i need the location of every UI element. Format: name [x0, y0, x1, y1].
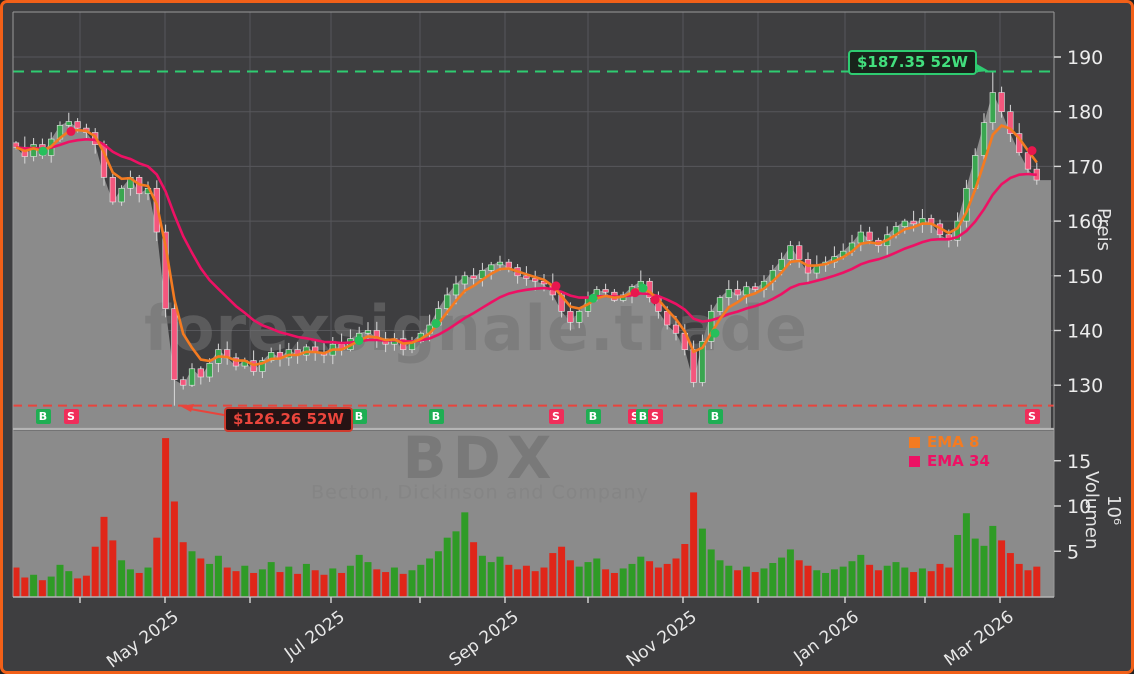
symbol-watermark: BDX: [402, 424, 557, 492]
volume-tick-label: 5: [1067, 541, 1079, 563]
price-tick-label: 160: [1067, 211, 1103, 233]
high-arrow: [945, 61, 982, 70]
price-tick-label: 190: [1067, 47, 1103, 69]
low-arrow: [189, 408, 225, 416]
ema34-line: [15, 137, 1037, 345]
volume-tick-label: 15: [1067, 451, 1091, 473]
volume-tick-label: 10: [1067, 496, 1091, 518]
price-tick-label: 130: [1067, 375, 1103, 397]
price-tick-label: 170: [1067, 156, 1103, 178]
company-watermark: Becton, Dickinson and Company: [311, 482, 649, 504]
ema8-line: [15, 123, 1038, 367]
volume-series: [12, 438, 1041, 597]
close-area-fill: [13, 92, 1051, 428]
price-tick-label: 180: [1067, 102, 1103, 124]
ema-cross-dots: [38, 126, 1037, 345]
axes-spines: 130 140 150 160 170 180 190 5 10 15: [12, 11, 1103, 603]
price-tick-label: 140: [1067, 321, 1103, 343]
price-tick-label: 150: [1067, 266, 1103, 288]
